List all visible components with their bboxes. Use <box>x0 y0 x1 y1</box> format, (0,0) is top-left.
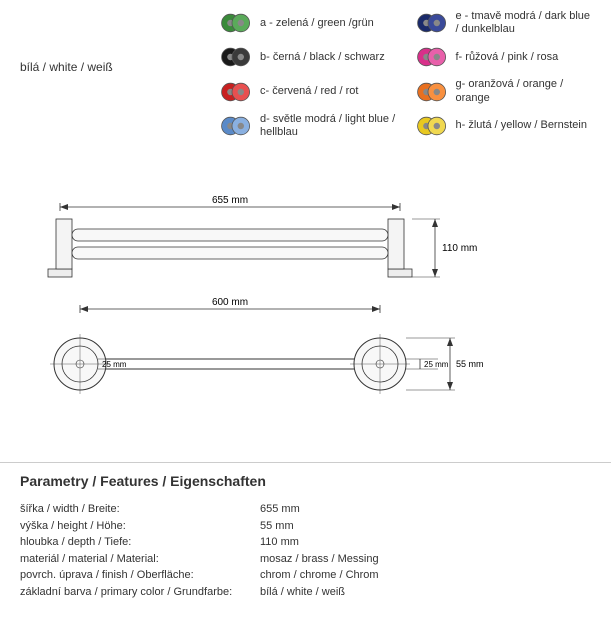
color-label: h- žlutá / yellow / Bernstein <box>456 119 587 132</box>
param-label: šířka / width / Breite: <box>20 501 260 518</box>
color-option-d: d- světle modrá / light blue / hellblau <box>220 113 396 139</box>
param-label: hloubka / depth / Tiefe: <box>20 534 260 551</box>
param-row: šířka / width / Breite:655 mm <box>20 501 591 518</box>
parameters-list: šířka / width / Breite:655 mmvýška / hei… <box>20 501 591 600</box>
param-value: 55 mm <box>260 518 294 535</box>
color-grid: a - zelená / green /grün e - tmavě modrá … <box>220 10 591 139</box>
color-swatch-icon <box>416 79 448 105</box>
color-swatch-icon <box>416 44 448 70</box>
color-option-f: f- růžová / pink / rosa <box>416 44 592 70</box>
param-value: mosaz / brass / Messing <box>260 551 379 568</box>
technical-drawing: 655 mm 110 mm 600 mm <box>0 159 611 452</box>
svg-text:600 mm: 600 mm <box>212 297 248 308</box>
color-option-g: g- oranžová / orange / orange <box>416 78 592 104</box>
param-row: výška / height / Höhe:55 mm <box>20 518 591 535</box>
param-row: materiál / material / Material:mosaz / b… <box>20 551 591 568</box>
parameters-title: Parametry / Features / Eigenschaften <box>20 473 591 489</box>
param-value: 655 mm <box>260 501 300 518</box>
color-swatch-icon <box>416 10 448 36</box>
color-label: g- oranžová / orange / orange <box>456 78 592 104</box>
color-swatch-icon <box>220 10 252 36</box>
color-swatch-icon <box>220 113 252 139</box>
color-options: bílá / white / weiß a - zelená / green /… <box>0 0 611 159</box>
svg-text:110 mm: 110 mm <box>442 243 477 254</box>
color-label: f- růžová / pink / rosa <box>456 51 559 64</box>
parameters-section: Parametry / Features / Eigenschaften šíř… <box>0 462 611 620</box>
param-row: povrch. úprava / finish / Oberfläche:chr… <box>20 567 591 584</box>
svg-text:25 mm: 25 mm <box>424 360 449 369</box>
param-label: výška / height / Höhe: <box>20 518 260 535</box>
param-value: 110 mm <box>260 534 299 551</box>
param-row: hloubka / depth / Tiefe:110 mm <box>20 534 591 551</box>
param-row: základní barva / primary color / Grundfa… <box>20 584 591 601</box>
color-option-c: c- červená / red / rot <box>220 78 396 104</box>
color-label: c- červená / red / rot <box>260 85 358 98</box>
color-label: d- světle modrá / light blue / hellblau <box>260 113 396 139</box>
svg-text:55 mm: 55 mm <box>456 359 484 369</box>
white-label: bílá / white / weiß <box>20 10 220 139</box>
color-label: a - zelená / green /grün <box>260 17 374 30</box>
color-label: e - tmavě modrá / dark blue / dunkelblau <box>456 10 592 36</box>
param-value: bílá / white / weiß <box>260 584 345 601</box>
color-option-e: e - tmavě modrá / dark blue / dunkelblau <box>416 10 592 36</box>
color-option-h: h- žlutá / yellow / Bernstein <box>416 113 592 139</box>
color-swatch-icon <box>220 79 252 105</box>
param-label: materiál / material / Material: <box>20 551 260 568</box>
svg-text:655 mm: 655 mm <box>212 195 248 206</box>
svg-text:25 mm: 25 mm <box>102 360 127 369</box>
param-value: chrom / chrome / Chrom <box>260 567 379 584</box>
color-swatch-icon <box>416 113 448 139</box>
param-label: povrch. úprava / finish / Oberfläche: <box>20 567 260 584</box>
color-option-a: a - zelená / green /grün <box>220 10 396 36</box>
color-swatch-icon <box>220 44 252 70</box>
color-option-b: b- černá / black / schwarz <box>220 44 396 70</box>
color-label: b- černá / black / schwarz <box>260 51 385 64</box>
param-label: základní barva / primary color / Grundfa… <box>20 584 260 601</box>
